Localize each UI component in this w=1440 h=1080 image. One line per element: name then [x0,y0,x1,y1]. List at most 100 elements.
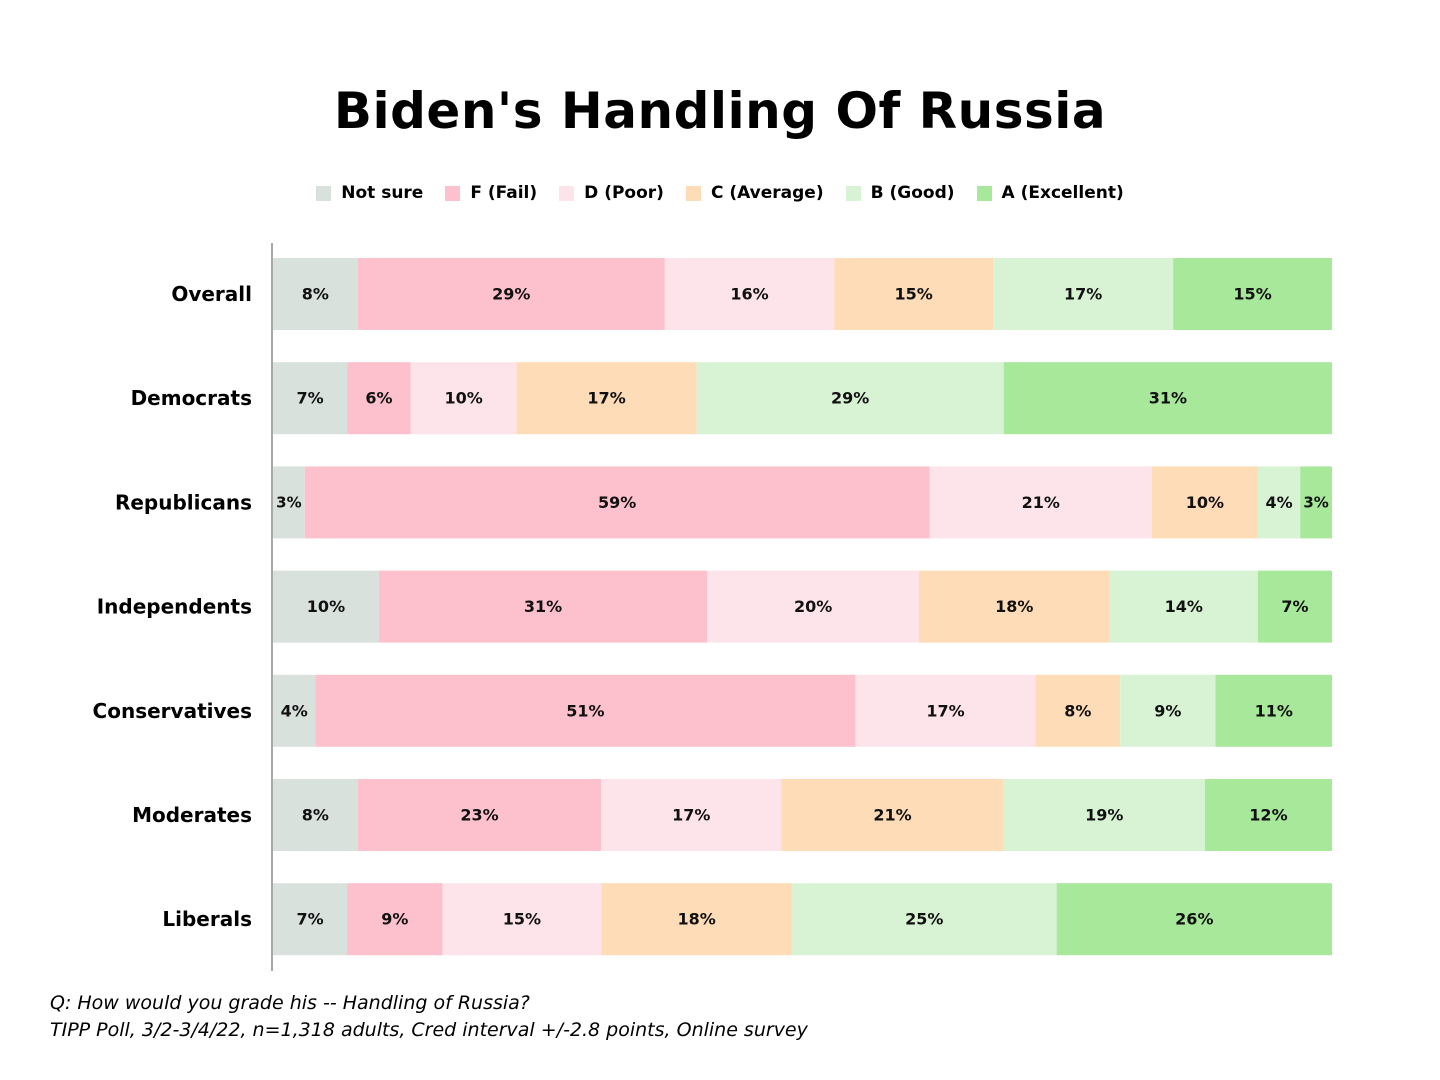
data-label-republicans-f-fail: 59% [598,493,636,512]
legend-swatch-poor [559,185,575,201]
category-label-overall: Overall [171,282,252,306]
bar-overall-b-good [993,258,1174,330]
category-label-moderates: Moderates [132,803,252,827]
bar-liberals-f-fail [347,883,443,956]
bar-liberals-a-excellent [1056,883,1332,956]
data-label-moderates-d-poor: 17% [672,806,710,825]
bar-moderates-c-average [781,779,1004,851]
bar-democrats-c-average [516,362,697,435]
legend-swatch-good [845,185,861,201]
data-label-independents-c-average: 18% [995,597,1033,616]
data-label-conservatives-a-excellent: 11% [1255,701,1293,720]
bar-overall-not-sure [273,258,358,330]
data-label-overall-b-good: 17% [1064,285,1102,304]
legend-item-poor: D (Poor) [559,183,664,203]
data-label-republicans-c-average: 10% [1186,493,1224,512]
bar-moderates-not-sure [273,779,358,851]
bar-independents-c-average [918,570,1110,643]
data-label-democrats-f-fail: 6% [365,389,392,408]
data-label-democrats-b-good: 29% [831,389,869,408]
bar-overall-a-excellent [1173,258,1332,330]
data-label-liberals-a-excellent: 26% [1175,910,1213,929]
data-label-independents-a-excellent: 7% [1281,597,1308,616]
data-label-republicans-not-sure: 3% [276,493,301,511]
data-label-conservatives-b-good: 9% [1154,701,1181,720]
bar-moderates-a-excellent [1204,779,1332,851]
data-label-moderates-not-sure: 8% [302,806,329,825]
bar-democrats-d-poor [410,362,517,435]
data-label-liberals-c-average: 18% [677,910,715,929]
bar-overall-d-poor [664,258,835,330]
data-label-conservatives-d-poor: 17% [926,701,964,720]
footnote-question: Q: How would you grade his -- Handling o… [50,992,530,1014]
legend-label-poor: D (Poor) [584,183,664,203]
bar-independents-a-excellent [1257,570,1332,643]
data-label-independents-d-poor: 20% [794,597,832,616]
bar-liberals-d-poor [442,883,602,956]
data-label-liberals-f-fail: 9% [381,910,408,929]
bar-democrats-f-fail [347,362,411,435]
bar-republicans-b-good [1257,466,1301,539]
data-label-democrats-a-excellent: 31% [1149,389,1187,408]
bar-republicans-a-excellent [1300,466,1332,539]
data-label-conservatives-f-fail: 51% [566,701,604,720]
data-label-independents-b-good: 14% [1165,597,1203,616]
bar-liberals-not-sure [273,883,348,956]
legend-item-average: C (Average) [685,183,824,203]
legend-label-excellent: A (Excellent) [1001,183,1124,203]
data-label-conservatives-c-average: 8% [1064,701,1091,720]
data-label-democrats-c-average: 17% [587,389,625,408]
category-label-republicans: Republicans [115,490,252,514]
bar-conservatives-c-average [1035,674,1121,747]
legend-label-average: C (Average) [710,183,824,203]
bar-overall-f-fail [357,258,665,330]
data-label-liberals-b-good: 25% [905,910,943,929]
category-label-conservatives: Conservatives [93,699,252,723]
legend-swatch-average [685,185,701,201]
bar-moderates-f-fail [357,779,602,851]
data-label-overall-f-fail: 29% [492,285,530,304]
data-label-democrats-d-poor: 10% [444,389,482,408]
legend-label-not-sure: Not sure [341,183,424,203]
footnote-source: TIPP Poll, 3/2-3/4/22, n=1,318 adults, C… [50,1019,808,1041]
bar-moderates-b-good [1003,779,1205,851]
legend-swatch-fail [445,185,461,201]
data-label-moderates-a-excellent: 12% [1249,806,1287,825]
bar-moderates-d-poor [601,779,782,851]
data-label-liberals-d-poor: 15% [503,910,541,929]
bar-republicans-c-average [1151,466,1258,539]
data-label-republicans-a-excellent: 3% [1303,493,1328,511]
data-label-overall-a-excellent: 15% [1233,285,1271,304]
legend-item-good: B (Good) [845,183,955,203]
bar-liberals-b-good [791,883,1057,956]
bar-republicans-d-poor [929,466,1152,539]
bar-conservatives-not-sure [273,674,316,747]
legend-item-not-sure: Not sure [316,183,423,203]
legend-label-good: B (Good) [870,183,955,203]
bar-democrats-not-sure [273,362,348,435]
category-label-democrats: Democrats [131,386,252,410]
bar-overall-c-average [834,258,994,330]
bar-republicans-f-fail [304,466,930,539]
legend-item-excellent: A (Excellent) [976,183,1124,203]
legend-label-fail: F (Fail) [470,183,538,203]
chart-legend: Not sure F (Fail) D (Poor) C (Average) B… [0,183,1440,203]
data-label-moderates-c-average: 21% [873,806,911,825]
bar-conservatives-b-good [1120,674,1216,747]
category-label-independents: Independents [97,595,252,619]
data-label-independents-f-fail: 31% [524,597,562,616]
data-label-moderates-f-fail: 23% [460,806,498,825]
category-label-liberals: Liberals [162,907,252,931]
data-label-overall-c-average: 15% [895,285,933,304]
bar-independents-f-fail [378,570,708,643]
data-label-moderates-b-good: 19% [1085,806,1123,825]
data-label-overall-not-sure: 8% [302,285,329,304]
bar-democrats-a-excellent [1003,362,1332,435]
bar-independents-d-poor [707,570,919,643]
data-label-republicans-d-poor: 21% [1022,493,1060,512]
data-label-conservatives-not-sure: 4% [281,701,308,720]
bar-independents-not-sure [273,570,379,643]
legend-item-fail: F (Fail) [445,183,537,203]
footnote: Q: How would you grade his -- Handling o… [50,990,1390,1044]
